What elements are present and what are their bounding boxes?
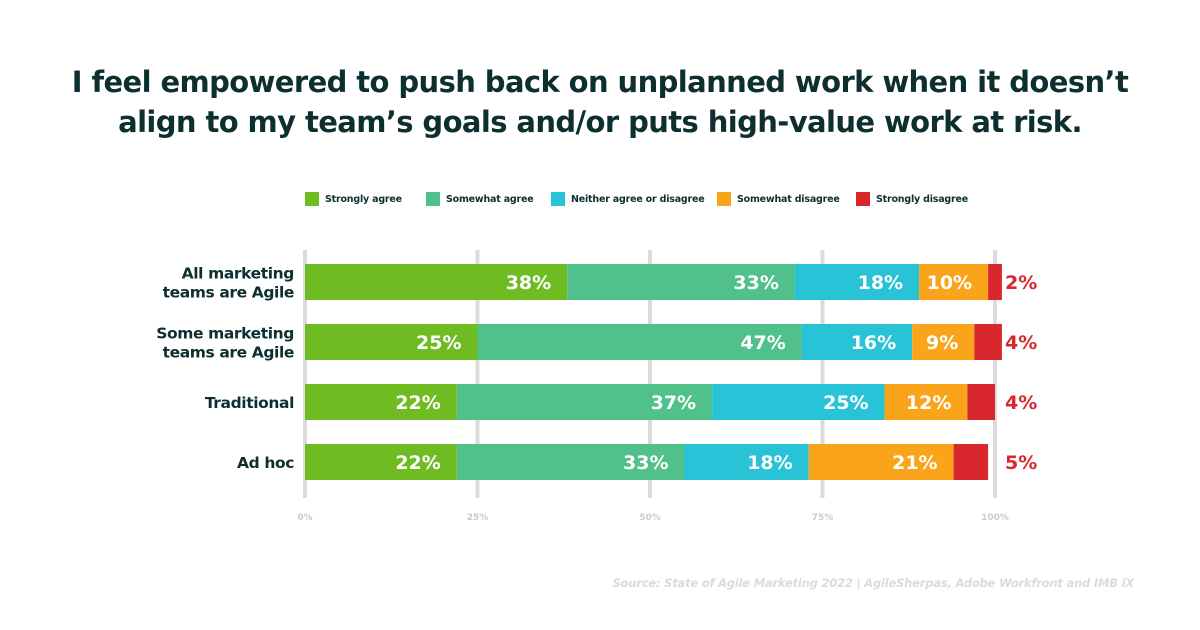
bar-segment bbox=[953, 444, 989, 480]
chart-title: I feel empowered to push back on unplann… bbox=[0, 62, 1200, 142]
data-label: 18% bbox=[747, 452, 792, 474]
bar-segment bbox=[794, 264, 920, 300]
bar-segment bbox=[305, 384, 457, 420]
x-tick-label: 0% bbox=[297, 513, 312, 523]
chart-title-line-1: I feel empowered to push back on unplann… bbox=[71, 65, 1129, 99]
bar-segment bbox=[305, 264, 568, 300]
bar-segment bbox=[456, 384, 713, 420]
category-label: Some marketing teams are Agile bbox=[156, 325, 294, 362]
chart-title-line-2: align to my team’s goals and/or puts hig… bbox=[118, 105, 1082, 139]
legend-swatch-neither bbox=[551, 192, 565, 206]
data-label: 33% bbox=[733, 272, 778, 294]
legend-item-somewhat-disagree: Somewhat disagree bbox=[717, 190, 840, 208]
category-label: Traditional bbox=[205, 394, 294, 412]
data-label: 22% bbox=[395, 452, 440, 474]
legend-swatch-strongly-disagree bbox=[856, 192, 870, 206]
data-label: 5% bbox=[1005, 452, 1037, 474]
bar-segment bbox=[305, 324, 478, 360]
data-label: 16% bbox=[851, 332, 896, 354]
category-label-line: All marketing bbox=[182, 265, 294, 283]
category-label-line: Ad hoc bbox=[237, 454, 294, 472]
x-tick-label: 100% bbox=[981, 513, 1009, 523]
data-label: 21% bbox=[892, 452, 937, 474]
category-label-line: teams are Agile bbox=[163, 284, 294, 302]
x-tick-label: 25% bbox=[467, 513, 489, 523]
category-label-line: Traditional bbox=[205, 394, 294, 412]
data-label: 2% bbox=[1005, 272, 1037, 294]
data-label: 12% bbox=[906, 392, 951, 414]
legend-label-somewhat-disagree: Somewhat disagree bbox=[737, 193, 840, 205]
x-tick-label: 75% bbox=[812, 513, 834, 523]
category-label-line: Some marketing bbox=[156, 325, 294, 343]
data-label: 38% bbox=[506, 272, 551, 294]
bar-segment bbox=[801, 324, 913, 360]
category-label: All marketing teams are Agile bbox=[163, 265, 294, 302]
legend-label-neither: Neither agree or disagree bbox=[571, 193, 705, 205]
data-label: 22% bbox=[395, 392, 440, 414]
data-label: 10% bbox=[927, 272, 972, 294]
bar-segment bbox=[919, 264, 989, 300]
legend-item-somewhat-agree: Somewhat agree bbox=[426, 190, 534, 208]
bar-segment bbox=[974, 324, 1002, 360]
data-label: 25% bbox=[823, 392, 868, 414]
x-tick-label: 50% bbox=[639, 513, 661, 523]
data-label: 4% bbox=[1005, 332, 1037, 354]
legend-item-strongly-disagree: Strongly disagree bbox=[856, 190, 968, 208]
legend-item-strongly-agree: Strongly agree bbox=[305, 190, 402, 208]
legend-label-somewhat-agree: Somewhat agree bbox=[446, 193, 534, 205]
bar-segment bbox=[684, 444, 809, 480]
chart-legend: Strongly agree Somewhat agree Neither ag… bbox=[0, 190, 1200, 210]
data-label: 25% bbox=[416, 332, 461, 354]
bar-segment bbox=[477, 324, 802, 360]
data-label: 47% bbox=[740, 332, 785, 354]
data-label: 37% bbox=[651, 392, 696, 414]
bar-segment bbox=[884, 384, 968, 420]
legend-label-strongly-disagree: Strongly disagree bbox=[876, 193, 969, 205]
bar-segment bbox=[305, 444, 457, 480]
bar-segment bbox=[967, 384, 995, 420]
source-note: Source: State of Agile Marketing 2022 | … bbox=[612, 576, 1134, 590]
legend-swatch-somewhat-disagree bbox=[717, 192, 731, 206]
data-label: 33% bbox=[623, 452, 668, 474]
bar-segment bbox=[988, 264, 1002, 300]
bar-segment bbox=[567, 264, 795, 300]
category-label: Ad hoc bbox=[237, 454, 294, 472]
legend-label-strongly-agree: Strongly agree bbox=[325, 193, 402, 205]
bar-segment bbox=[808, 444, 954, 480]
category-label-line: teams are Agile bbox=[163, 344, 294, 362]
bar-segment bbox=[712, 384, 885, 420]
data-label: 9% bbox=[926, 332, 958, 354]
bar-segment bbox=[456, 444, 685, 480]
legend-swatch-strongly-agree bbox=[305, 192, 319, 206]
bar-segment bbox=[912, 324, 975, 360]
data-label: 4% bbox=[1005, 392, 1037, 414]
legend-item-neither: Neither agree or disagree bbox=[551, 190, 705, 208]
data-label: 18% bbox=[858, 272, 903, 294]
legend-swatch-somewhat-agree bbox=[426, 192, 440, 206]
